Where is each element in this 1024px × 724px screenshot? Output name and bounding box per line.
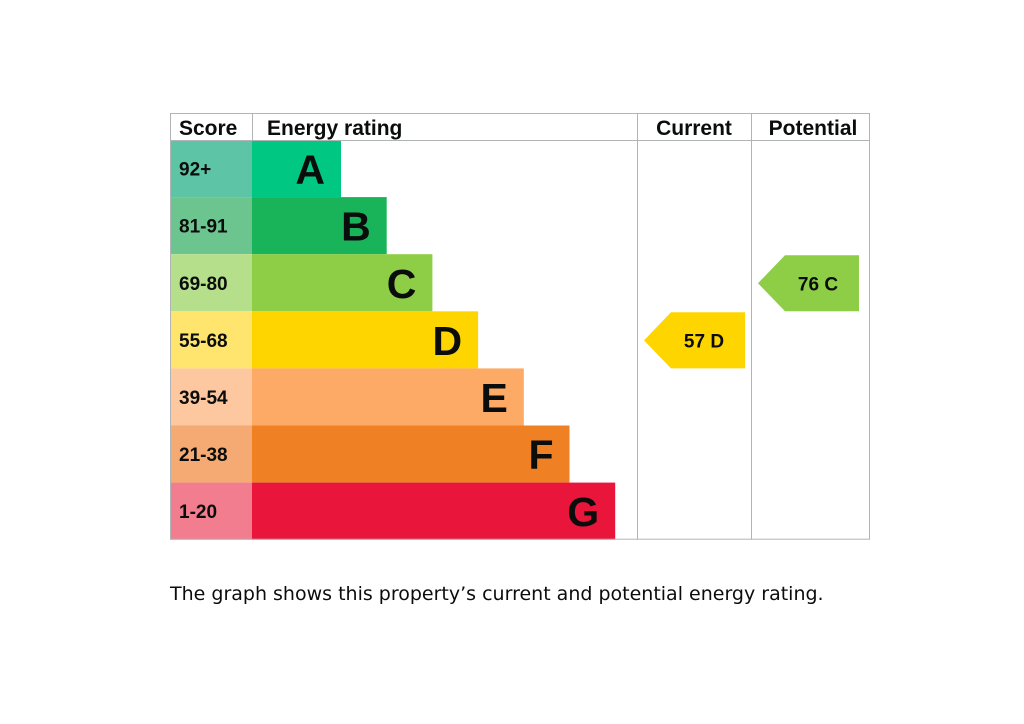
rating-bar-b — [252, 197, 387, 255]
score-cell-b — [170, 197, 252, 255]
chart-caption: The graph shows this property’s current … — [170, 583, 824, 605]
score-cell-f — [170, 425, 252, 483]
score-label-f: 21-38 — [179, 445, 228, 466]
header-current: Current — [656, 117, 732, 140]
chart-grid — [170, 113, 870, 540]
score-label-e: 39-54 — [179, 388, 228, 409]
score-cell-g — [170, 482, 252, 540]
score-label-b: 81-91 — [179, 217, 228, 238]
rating-bar-f — [252, 425, 570, 483]
rating-letter-a: A — [295, 147, 325, 193]
chart-border — [170, 113, 870, 540]
score-cell-e — [170, 368, 252, 426]
score-label-d: 55-68 — [179, 331, 228, 352]
rating-letter-b: B — [341, 204, 371, 250]
rating-letter-c: C — [387, 261, 417, 307]
header-potential: Potential — [769, 117, 858, 140]
rating-letter-d: D — [432, 318, 462, 364]
rating-letter-f: F — [528, 432, 553, 478]
rating-letter-g: G — [567, 489, 599, 535]
rating-bar-a — [252, 140, 341, 198]
score-label-g: 1-20 — [179, 502, 217, 523]
current-arrow — [644, 312, 745, 369]
score-label-a: 92+ — [179, 160, 211, 181]
score-label-c: 69-80 — [179, 274, 228, 295]
rating-letter-e: E — [480, 375, 507, 421]
rating-bands: 92+ A 81-91 B 69-80 C 55-68 D 39-54 E 21-38 F 1-20 G — [170, 140, 616, 540]
potential-arrow-label: 76 C — [798, 274, 838, 295]
current-arrow-label: 57 D — [684, 331, 724, 352]
header-score: Score — [179, 117, 237, 140]
rating-bar-d — [252, 311, 479, 369]
rating-arrows: 57 D 76 C — [644, 255, 859, 369]
rating-bar-g — [252, 482, 616, 540]
score-cell-a — [170, 140, 252, 198]
chart-headers: Score Energy rating Current Potential — [179, 117, 857, 140]
score-cell-c — [170, 254, 252, 312]
header-energy-rating: Energy rating — [267, 117, 402, 140]
score-cell-d — [170, 311, 252, 369]
potential-arrow — [758, 255, 859, 312]
rating-bar-e — [252, 368, 524, 426]
rating-bar-c — [252, 254, 433, 312]
epc-chart: 92+ A81-91 B69-80 C55-68 D39-54 E21-38 F1-20 G … — [170, 113, 870, 540]
